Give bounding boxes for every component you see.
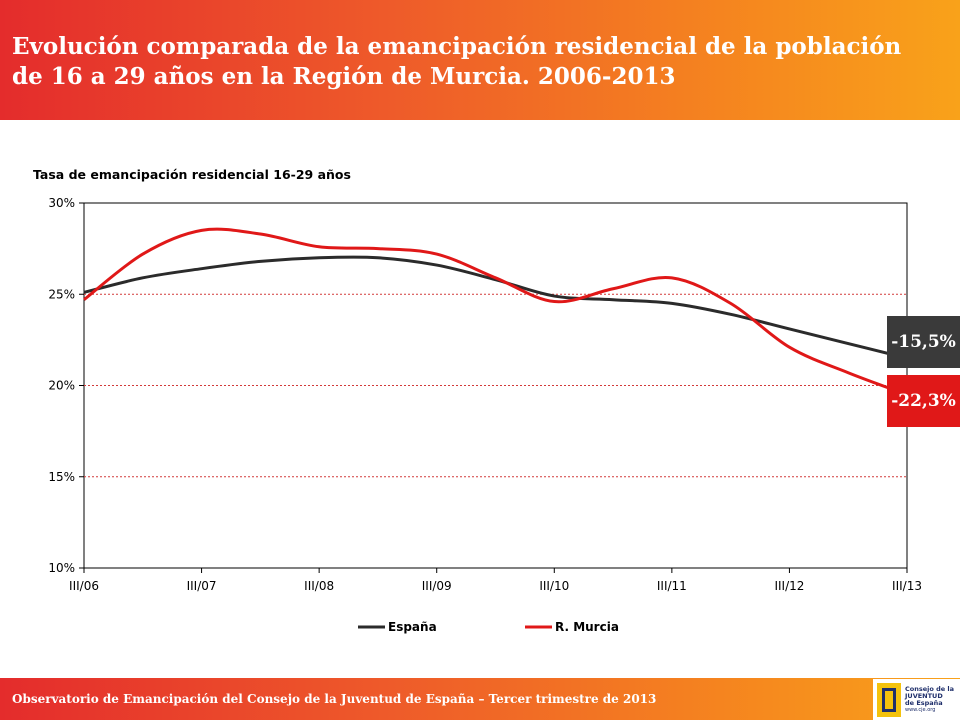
- x-tick-label: III/13: [892, 579, 922, 593]
- x-axis-ticks: III/06 III/07 III/08 III/09 III/10 III/11 III/…: [69, 568, 922, 593]
- y-tick-label: 10%: [48, 561, 75, 575]
- y-tick-label: 15%: [48, 470, 75, 484]
- header-banner: Evolución comparada de la emancipación r…: [0, 0, 960, 120]
- cje-logo-icon: [877, 682, 901, 717]
- cje-logo: Consejo de la JUVENTUD de España www.cje…: [873, 679, 960, 720]
- emancipation-line-chart: Tasa de emancipación residencial 16-29 a…: [33, 167, 922, 634]
- series-line-espana: [83, 255, 908, 360]
- page-title: Evolución comparada de la emancipación r…: [12, 33, 902, 90]
- x-tick-label: III/09: [422, 579, 452, 593]
- legend-label: España: [388, 620, 437, 634]
- grid-lines: [84, 293, 907, 478]
- y-tick-label: 30%: [48, 196, 75, 210]
- x-tick-label: III/06: [69, 579, 99, 593]
- y-axis-ticks: 10% 15% 20% 25% 30%: [48, 196, 84, 575]
- x-tick-label: III/08: [304, 579, 334, 593]
- plot-area: [83, 202, 908, 569]
- x-tick-label: III/07: [187, 579, 217, 593]
- series-line-murcia: [83, 227, 908, 397]
- murcia-change-badge: -22,3%: [887, 375, 960, 427]
- espana-change-badge: -15,5%: [887, 316, 960, 368]
- y-tick-label: 20%: [48, 379, 75, 393]
- footer-banner: Observatorio de Emancipación del Consejo…: [0, 678, 960, 720]
- x-tick-label: III/10: [539, 579, 569, 593]
- y-tick-label: 25%: [48, 287, 75, 301]
- cje-logo-text: Consejo de la JUVENTUD de España www.cje…: [905, 684, 955, 713]
- legend-label: R. Murcia: [555, 620, 619, 634]
- legend: España R. Murcia: [358, 620, 619, 634]
- series-lines: [83, 227, 908, 397]
- x-tick-label: III/11: [657, 579, 687, 593]
- chart-title: Tasa de emancipación residencial 16-29 a…: [33, 167, 351, 182]
- x-tick-label: III/12: [774, 579, 804, 593]
- footer-text: Observatorio de Emancipación del Consejo…: [12, 692, 657, 706]
- plot-frame: [83, 202, 908, 569]
